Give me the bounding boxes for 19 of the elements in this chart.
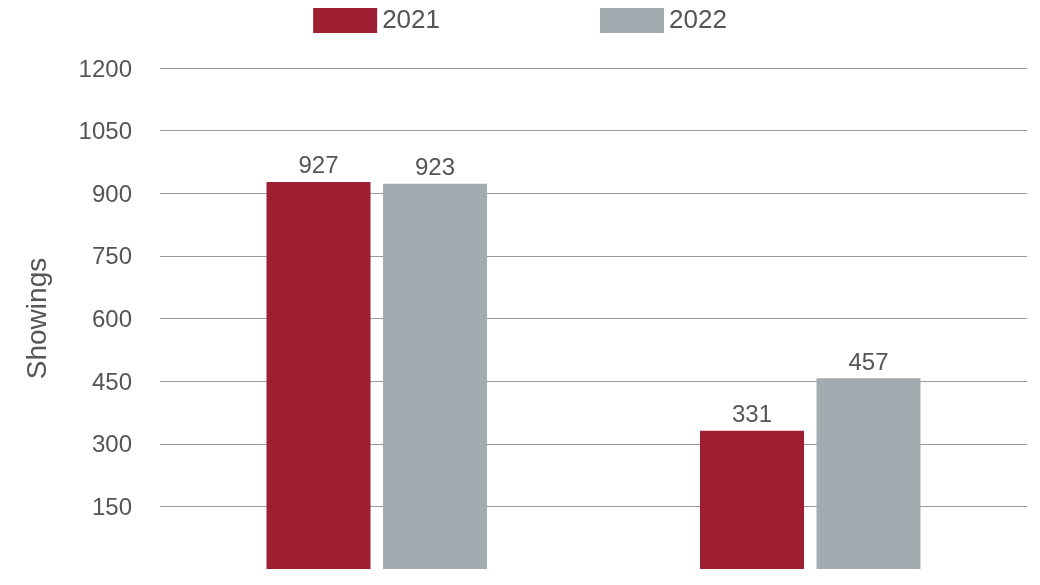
bar (700, 430, 805, 569)
y-tick-label: 750 (91, 242, 132, 270)
bar (816, 378, 921, 569)
y-tick-label: 1200 (78, 54, 132, 82)
y-tick-label: 900 (91, 179, 132, 207)
data-label: 923 (414, 153, 456, 181)
legend-label: 2022 (669, 4, 727, 34)
y-tick-label: 450 (91, 367, 132, 395)
bar (266, 181, 371, 569)
y-tick-label: 300 (91, 430, 132, 458)
data-label: 927 (298, 151, 339, 179)
data-label: 457 (848, 347, 889, 375)
y-tick-label: 1050 (78, 117, 132, 145)
y-tick-label: 600 (91, 305, 132, 332)
y-tick-label: 150 (91, 492, 132, 520)
legend-label: 2021 (382, 4, 440, 34)
bar (382, 183, 487, 569)
data-label: 331 (731, 400, 773, 428)
y-axis-title: Showings (20, 257, 52, 380)
